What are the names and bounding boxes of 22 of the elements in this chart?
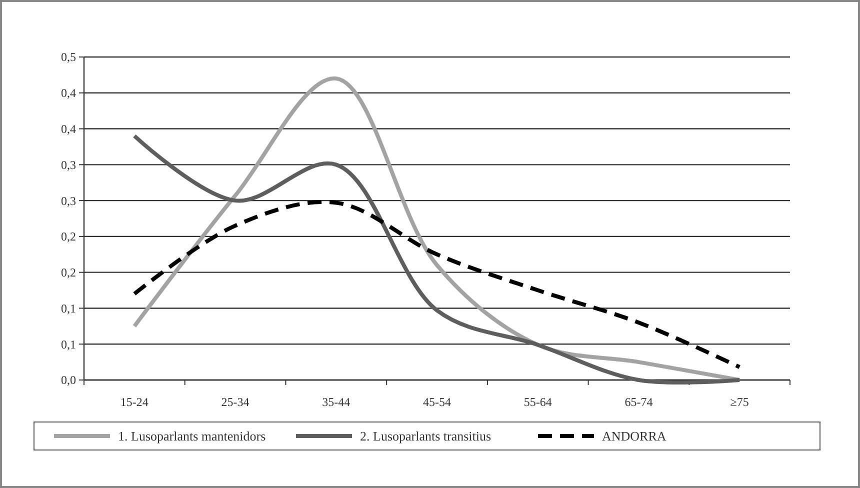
line-series xyxy=(132,200,742,370)
x-tick-label: 15-24 xyxy=(120,395,148,409)
y-tick-label: 0,1 xyxy=(61,301,76,316)
y-tick-label: 0,2 xyxy=(61,230,76,244)
y-tick-label: 0,2 xyxy=(61,266,76,280)
legend-label: 1. Lusoparlants mantenidors xyxy=(118,428,266,444)
y-tick-label: 0,3 xyxy=(61,194,76,208)
x-tick-label: 45-54 xyxy=(423,395,451,409)
y-tick-label: 0,1 xyxy=(61,337,76,352)
x-tick-label: 25-34 xyxy=(221,395,250,409)
legend-label: 2. Lusoparlants transitius xyxy=(360,428,492,444)
y-tick-label: 0,4 xyxy=(61,86,76,100)
line-series xyxy=(132,76,742,382)
x-tick-label: 55-64 xyxy=(524,395,552,409)
legend-label: ANDORRA xyxy=(602,428,667,444)
y-tick-label: 0,0 xyxy=(61,373,76,388)
x-tick-label: 65-74 xyxy=(624,395,653,409)
y-tick-label: 0,3 xyxy=(61,158,76,172)
x-tick-label: ≥75 xyxy=(730,395,749,409)
x-tick-label: 35-44 xyxy=(322,395,350,409)
y-tick-label: 0,4 xyxy=(61,122,76,136)
y-tick-label: 0,5 xyxy=(61,50,76,64)
